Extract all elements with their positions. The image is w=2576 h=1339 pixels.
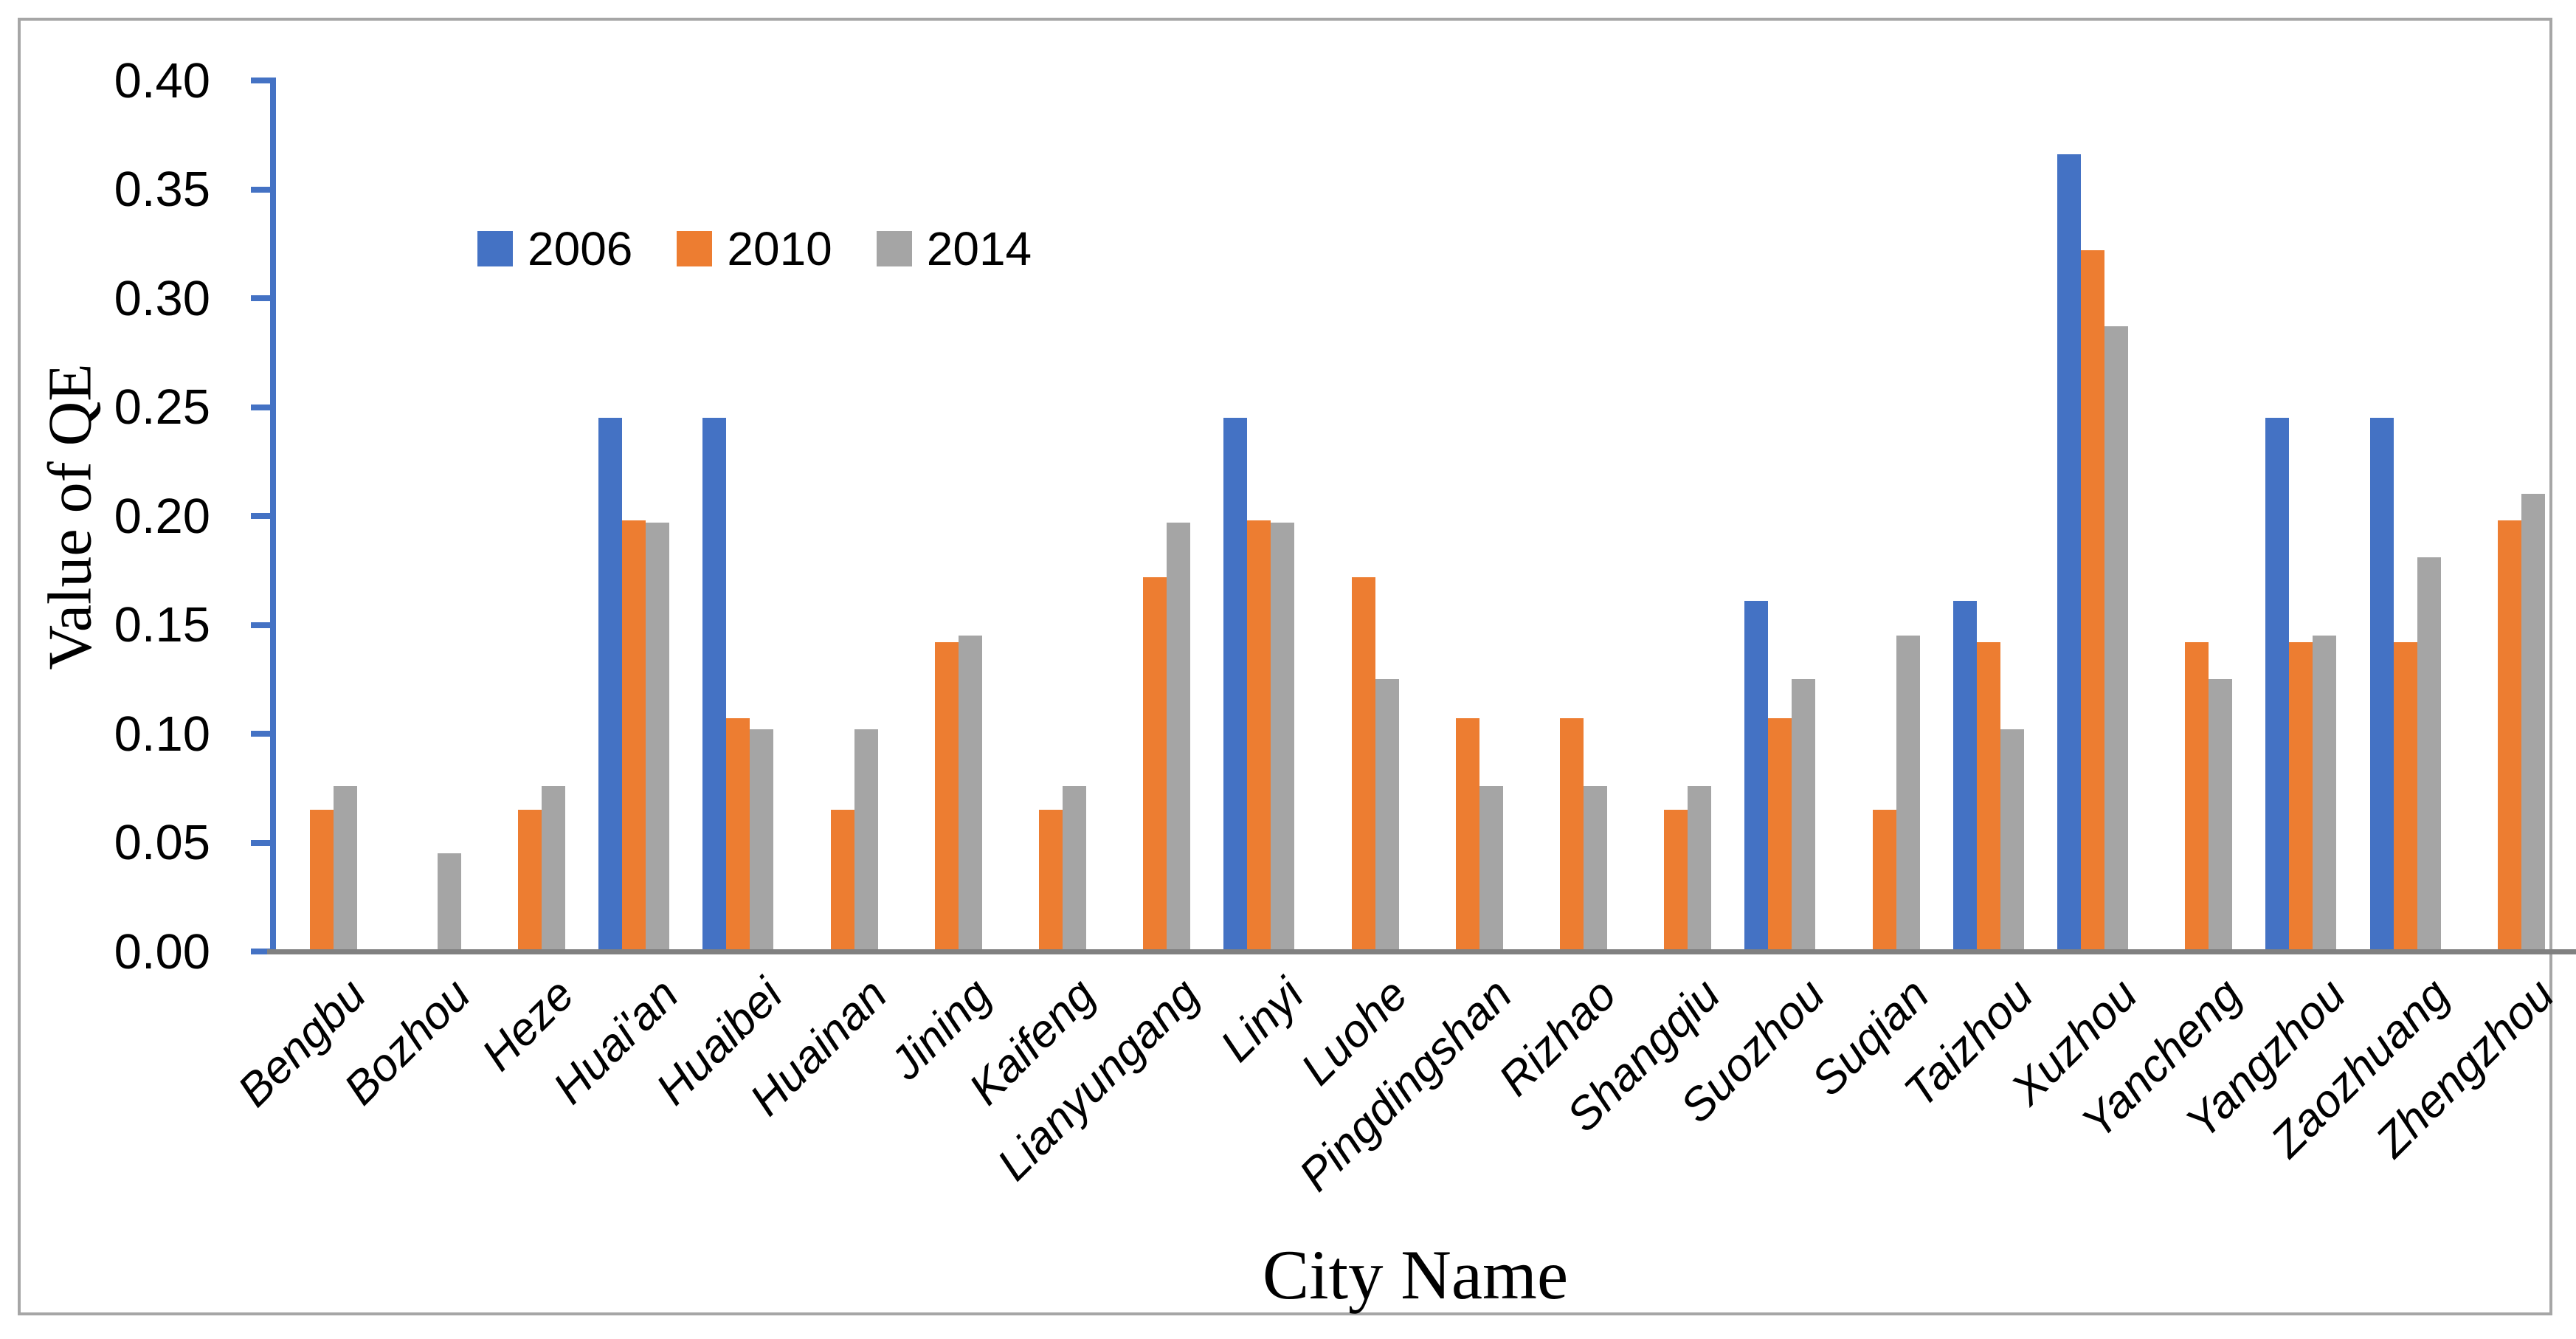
- bar-Zhengzhou-2010: [2498, 520, 2521, 951]
- bar-Pingdingshan-2010: [1456, 718, 1479, 951]
- bar-Zaozhuang-2006: [2370, 418, 2394, 951]
- y-tick-mark-0.05: [251, 839, 270, 846]
- bar-Jining-2014: [959, 636, 982, 951]
- bar-Shangqiu-2014: [1688, 786, 1711, 951]
- bar-Lianyungang-2010: [1143, 577, 1167, 951]
- bar-Rizhao-2010: [1560, 718, 1584, 951]
- figure-border: [18, 18, 2552, 1315]
- bar-Xuzhou-2014: [2104, 326, 2128, 951]
- legend-swatch-2006: [477, 231, 513, 266]
- x-axis-title: City Name: [1262, 1236, 1569, 1314]
- bar-Luohe-2010: [1352, 577, 1375, 951]
- bar-Bozhou-2014: [438, 853, 461, 951]
- bar-Zaozhuang-2014: [2417, 557, 2441, 951]
- bar-Huainan-2014: [854, 729, 878, 951]
- bar-Yangzhou-2006: [2265, 418, 2289, 951]
- bar-Suozhou-2010: [1768, 718, 1792, 951]
- bar-Huaibei-2010: [726, 718, 750, 951]
- bar-Xuzhou-2010: [2081, 250, 2104, 951]
- bar-Suqian-2014: [1896, 636, 1920, 951]
- legend-item-2006: 2006: [477, 221, 632, 276]
- x-axis-line: [267, 949, 2576, 954]
- y-tick-label-0.10: 0.10: [114, 706, 210, 762]
- y-tick-label-0.20: 0.20: [114, 488, 210, 544]
- y-tick-mark-0.00: [251, 949, 270, 954]
- bar-Jining-2010: [935, 642, 959, 951]
- y-tick-label-0.40: 0.40: [114, 52, 210, 109]
- bar-Huai'an-2006: [598, 418, 622, 951]
- bar-Huai'an-2010: [622, 520, 646, 951]
- legend-item-2010: 2010: [677, 221, 832, 276]
- y-tick-label-0.30: 0.30: [114, 270, 210, 326]
- bar-Lianyungang-2014: [1167, 523, 1190, 951]
- bar-Bengbu-2010: [310, 810, 334, 951]
- bar-Shangqiu-2010: [1664, 810, 1688, 951]
- y-tick-mark-0.25: [251, 404, 270, 410]
- bar-Yancheng-2014: [2209, 679, 2232, 951]
- bar-Suqian-2010: [1873, 810, 1896, 951]
- bar-Bengbu-2014: [334, 786, 357, 951]
- y-axis-line: [270, 78, 276, 954]
- bar-Taizhou-2006: [1953, 601, 1977, 951]
- y-tick-label-0.05: 0.05: [114, 815, 210, 870]
- bar-Taizhou-2014: [2000, 729, 2024, 951]
- bar-Zaozhuang-2010: [2394, 642, 2417, 951]
- bar-Xuzhou-2006: [2057, 154, 2081, 951]
- bar-Yangzhou-2010: [2289, 642, 2313, 951]
- y-tick-label-0.15: 0.15: [114, 597, 210, 653]
- bar-Luohe-2014: [1375, 679, 1399, 951]
- bar-Suozhou-2014: [1792, 679, 1815, 951]
- bar-Kaifeng-2014: [1063, 786, 1086, 951]
- legend: 2006 2010 2014: [477, 221, 1076, 276]
- legend-label-2014: 2014: [926, 222, 1032, 275]
- bar-Huaibei-2014: [750, 729, 773, 951]
- legend-item-2014: 2014: [876, 221, 1032, 276]
- bar-Heze-2014: [542, 786, 565, 951]
- bar-Yangzhou-2014: [2313, 636, 2336, 951]
- legend-swatch-2010: [677, 231, 713, 266]
- bar-Huai'an-2014: [646, 523, 669, 951]
- bar-Huaibei-2006: [702, 418, 726, 951]
- legend-label-2010: 2010: [727, 222, 832, 275]
- y-tick-mark-0.20: [251, 513, 270, 519]
- bar-Linyi-2014: [1271, 523, 1294, 951]
- bar-Suozhou-2006: [1744, 601, 1768, 951]
- bar-Linyi-2010: [1247, 520, 1271, 951]
- legend-label-2006: 2006: [528, 222, 633, 275]
- legend-swatch-2014: [876, 231, 912, 266]
- y-tick-label-0.35: 0.35: [114, 162, 210, 217]
- y-tick-mark-0.30: [251, 295, 270, 301]
- bar-Linyi-2006: [1223, 418, 1247, 951]
- y-tick-mark-0.35: [251, 186, 270, 193]
- y-tick-mark-0.10: [251, 731, 270, 737]
- bar-Taizhou-2010: [1977, 642, 2000, 951]
- bar-Heze-2010: [518, 810, 542, 951]
- bar-Huainan-2010: [831, 810, 854, 951]
- bar-Pingdingshan-2014: [1479, 786, 1503, 951]
- bar-Kaifeng-2010: [1039, 810, 1063, 951]
- y-tick-mark-0.40: [251, 78, 270, 83]
- bar-Yancheng-2010: [2185, 642, 2209, 951]
- bar-Zhengzhou-2014: [2521, 494, 2545, 951]
- y-tick-label-0.00: 0.00: [114, 923, 210, 980]
- y-tick-mark-0.15: [251, 622, 270, 628]
- bar-Rizhao-2014: [1584, 786, 1607, 951]
- y-tick-label-0.25: 0.25: [114, 379, 210, 435]
